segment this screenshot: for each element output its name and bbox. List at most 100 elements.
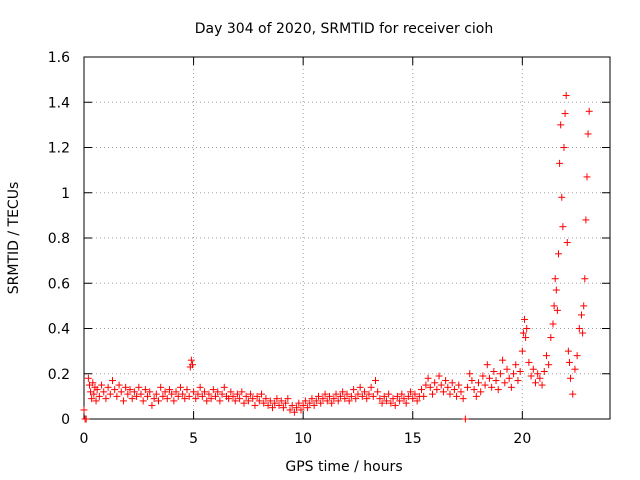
data-point: [512, 361, 520, 369]
data-point: [255, 397, 263, 405]
data-point: [93, 386, 101, 394]
data-point: [185, 392, 193, 400]
data-point: [159, 392, 167, 400]
x-tick-label: 5: [189, 431, 198, 447]
data-point: [102, 395, 110, 403]
data-point: [117, 388, 125, 396]
data-point: [540, 367, 548, 375]
data-point: [391, 401, 399, 409]
data-point: [115, 381, 123, 389]
data-point: [556, 159, 564, 167]
data-point: [279, 404, 287, 412]
data-point: [203, 397, 211, 405]
data-point: [431, 379, 439, 387]
data-point: [275, 401, 283, 409]
data-point: [113, 392, 121, 400]
data-point: [253, 392, 261, 400]
data-point: [317, 399, 325, 407]
data-point: [439, 388, 447, 396]
data-point: [290, 408, 298, 416]
data-point: [347, 392, 355, 400]
data-point: [100, 388, 108, 396]
data-point: [479, 372, 487, 380]
data-point: [220, 383, 228, 391]
data-point: [426, 383, 434, 391]
data-point: [433, 386, 441, 394]
data-point: [95, 392, 103, 400]
data-point: [581, 275, 589, 283]
data-point: [575, 325, 583, 332]
data-point: [435, 372, 443, 380]
x-tick-label: 0: [80, 431, 89, 447]
data-point: [494, 386, 502, 394]
data-point: [376, 395, 384, 403]
data-point: [345, 397, 353, 405]
data-point: [483, 361, 491, 369]
data-point: [444, 383, 452, 391]
data-point: [461, 415, 469, 423]
data-point: [249, 395, 257, 403]
data-point: [240, 399, 248, 407]
y-axis-label: SRMTID / TECUs: [6, 182, 22, 295]
data-point: [365, 390, 373, 398]
data-point: [585, 107, 593, 115]
data-point: [547, 334, 555, 342]
data-point: [133, 392, 141, 400]
data-point: [181, 395, 189, 403]
data-point: [561, 110, 569, 118]
data-point: [315, 392, 323, 400]
data-point: [231, 397, 239, 405]
data-point: [470, 386, 478, 394]
data-point: [518, 347, 526, 355]
data-point: [418, 386, 426, 394]
data-point: [262, 395, 270, 403]
data-point: [437, 381, 445, 389]
data-point: [516, 367, 524, 375]
data-point: [264, 401, 272, 409]
data-point: [288, 401, 296, 409]
data-point: [565, 358, 573, 366]
data-point: [514, 377, 522, 385]
data-point: [496, 370, 504, 378]
data-point: [549, 320, 557, 328]
data-point: [306, 399, 314, 407]
data-point: [428, 390, 436, 398]
data-point: [363, 395, 371, 403]
data-point: [244, 397, 252, 405]
data-point: [286, 406, 294, 414]
data-point: [490, 367, 498, 375]
data-point: [567, 374, 575, 382]
data-point: [398, 390, 406, 398]
data-point: [251, 401, 259, 409]
data-point: [466, 370, 474, 378]
data-point: [122, 383, 130, 391]
data-point: [551, 275, 559, 283]
data-point: [356, 383, 364, 391]
data-point: [124, 390, 132, 398]
data-point: [457, 388, 465, 396]
data-point: [350, 386, 358, 394]
data-point: [196, 383, 204, 391]
data-point: [168, 390, 176, 398]
data-point: [472, 392, 480, 400]
data-point: [282, 399, 290, 407]
data-point: [485, 374, 493, 382]
data-point: [247, 390, 255, 398]
data-point: [448, 379, 456, 387]
data-point: [312, 397, 320, 405]
data-point: [354, 390, 362, 398]
grid: [84, 57, 610, 419]
x-tick-label: 20: [513, 431, 531, 447]
data-point: [411, 390, 419, 398]
data-point: [308, 395, 316, 403]
data-point: [82, 415, 90, 423]
data-point: [295, 399, 303, 407]
data-point: [165, 386, 173, 394]
data-point: [176, 383, 184, 391]
data-point: [446, 390, 454, 398]
data-point: [229, 392, 237, 400]
data-point: [155, 397, 163, 405]
data-point: [150, 395, 158, 403]
data-point: [192, 395, 200, 403]
